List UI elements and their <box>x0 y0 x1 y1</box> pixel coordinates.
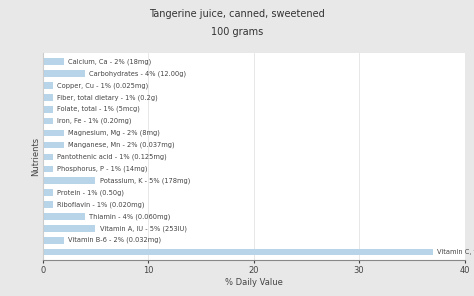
Bar <box>43 94 53 101</box>
Bar <box>43 106 53 112</box>
Bar <box>43 70 85 77</box>
Bar <box>43 237 64 244</box>
Bar <box>43 58 64 65</box>
Bar <box>43 154 53 160</box>
Bar <box>43 249 433 255</box>
Bar <box>43 82 53 89</box>
Text: Tangerine juice, canned, sweetened: Tangerine juice, canned, sweetened <box>149 9 325 19</box>
Y-axis label: Nutrients: Nutrients <box>31 137 40 176</box>
Bar <box>43 189 53 196</box>
Text: Pantothenic acid - 1% (0.125mg): Pantothenic acid - 1% (0.125mg) <box>57 154 167 160</box>
Bar <box>43 142 64 148</box>
Text: Iron, Fe - 1% (0.20mg): Iron, Fe - 1% (0.20mg) <box>57 118 132 124</box>
Text: Riboflavin - 1% (0.020mg): Riboflavin - 1% (0.020mg) <box>57 201 145 208</box>
Bar <box>43 201 53 208</box>
Text: Thiamin - 4% (0.060mg): Thiamin - 4% (0.060mg) <box>89 213 171 220</box>
Text: Copper, Cu - 1% (0.025mg): Copper, Cu - 1% (0.025mg) <box>57 82 149 89</box>
Text: Potassium, K - 5% (178mg): Potassium, K - 5% (178mg) <box>100 177 190 184</box>
Text: Vitamin A, IU - 5% (253IU): Vitamin A, IU - 5% (253IU) <box>100 225 187 231</box>
Bar <box>43 225 95 231</box>
Text: Calcium, Ca - 2% (18mg): Calcium, Ca - 2% (18mg) <box>68 58 151 65</box>
Text: Carbohydrates - 4% (12.00g): Carbohydrates - 4% (12.00g) <box>89 70 186 77</box>
Bar <box>43 213 85 220</box>
Text: 100 grams: 100 grams <box>211 27 263 37</box>
Bar <box>43 177 95 184</box>
Text: Folate, total - 1% (5mcg): Folate, total - 1% (5mcg) <box>57 106 140 112</box>
Text: Vitamin B-6 - 2% (0.032mg): Vitamin B-6 - 2% (0.032mg) <box>68 237 161 244</box>
Text: Magnesium, Mg - 2% (8mg): Magnesium, Mg - 2% (8mg) <box>68 130 160 136</box>
Text: Vitamin C, total ascorbic acid - 37% (22.0mg): Vitamin C, total ascorbic acid - 37% (22… <box>437 249 474 255</box>
Bar <box>43 118 53 124</box>
Text: Fiber, total dietary - 1% (0.2g): Fiber, total dietary - 1% (0.2g) <box>57 94 158 101</box>
Text: Protein - 1% (0.50g): Protein - 1% (0.50g) <box>57 189 125 196</box>
Text: Phosphorus, P - 1% (14mg): Phosphorus, P - 1% (14mg) <box>57 165 148 172</box>
Text: Manganese, Mn - 2% (0.037mg): Manganese, Mn - 2% (0.037mg) <box>68 142 174 148</box>
Bar <box>43 165 53 172</box>
X-axis label: % Daily Value: % Daily Value <box>225 278 283 287</box>
Bar <box>43 130 64 136</box>
